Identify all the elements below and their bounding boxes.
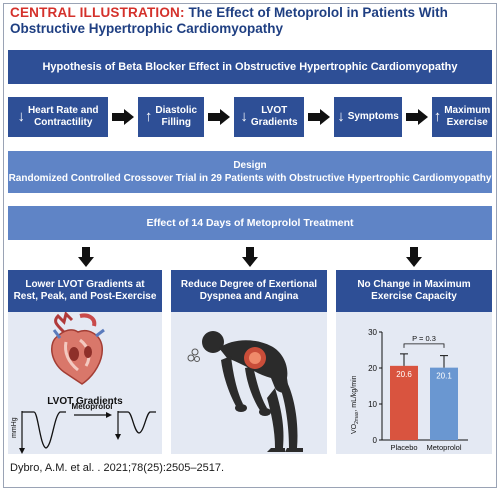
design-banner: Design Randomized Controlled Crossover T… [8,151,492,193]
hypothesis-text: Hypothesis of Beta Blocker Effect in Obs… [42,61,458,73]
down-arrow-icon [78,247,94,267]
right-arrow-icon [208,109,230,125]
design-title: Design [233,160,267,171]
panel-3-header: No Change in Maximum Exercise Capacity [336,270,492,312]
heart-icon [51,312,105,385]
y-tick-label: 10 [368,400,377,409]
error-bar [440,355,448,368]
lvot-illustration: LVOT Gradients mmHg Metoprolol [11,312,156,454]
hypothesis-flow: ↓ Heart Rate and Contractility ↑ Diastoli… [8,97,492,137]
bar-value-label: 20.1 [436,372,452,381]
bar-value-label: 20.6 [396,370,412,379]
arrowhead [106,412,112,418]
right-arrow-icon [406,109,428,125]
flow-label-5b: Exercise [446,117,488,128]
exertional-figure [187,331,303,452]
category-label: Placebo [390,443,417,452]
flow-box-heart-rate: ↓ Heart Rate and Contractility [8,97,108,137]
panel-2-title-a: Reduce Degree of Exertional [180,279,318,290]
flow-label-3b: Gradients [250,117,298,128]
flow-box-exercise: ↑ Maximum Exercise [432,97,492,137]
flow-label-1a: Heart Rate and [27,105,99,116]
down-arrow-icon: ↓ [240,108,248,125]
panel-2-header: Reduce Degree of Exertional Dyspnea and A… [171,270,327,312]
y-tick-label: 30 [368,328,377,337]
illustration-frame [3,3,497,488]
flow-label-2a: Diastolic [155,105,198,116]
down-arrow-icon [406,247,422,267]
y-axis-label-unit: , mL/kg/min [351,375,358,411]
breath-puff-icon [187,348,200,362]
pressure-waveform-before [19,411,66,454]
panel-1-header: Lower LVOT Gradients at Rest, Peak, and P… [8,270,162,312]
right-arrow-icon [112,109,134,125]
citation: Dybro, A.M. et al. . 2021;78(25):2505–25… [10,462,225,474]
flow-box-lvot: ↓ LVOT Gradients [234,97,304,137]
panel-2-title-b: Dyspnea and Angina [199,291,299,302]
design-text: Randomized Controlled Crossover Trial in… [8,173,492,184]
flow-box-diastolic: ↑ Diastolic Filling [138,97,204,137]
pressure-waveform-after [115,411,156,440]
down-arrow-icon [242,247,258,267]
flow-label-1b: Contractility [34,117,93,128]
category-label: Metoprolol [426,443,461,452]
flow-label-3a: LVOT [261,105,288,116]
y-axis-label-sub: 2max [354,411,360,424]
y-tick-label: 0 [373,436,378,445]
panel-3-title-a: No Change in Maximum [357,279,471,290]
down-arrow-icon: ↓ [337,108,345,125]
panel-exercise-capacity: No Change in Maximum Exercise Capacity VO… [336,270,492,454]
mmhg-axis-label: mmHg [11,417,18,438]
hypothesis-banner: Hypothesis of Beta Blocker Effect in Obs… [8,50,492,84]
metoprolol-arrow-label: Metoprolol [72,402,113,411]
lvot-gradients-label: LVOT Gradients [47,396,123,407]
flow-box-symptoms: ↓ Symptoms [334,97,402,137]
panel-dyspnea-angina: Reduce Degree of Exertional Dyspnea and A… [171,270,327,454]
right-arrow-icon [308,109,330,125]
effect-text: Effect of 14 Days of Metoprolol Treatmen… [146,217,354,229]
illustration-title: CENTRAL ILLUSTRATION: The Effect of Meto… [10,5,490,37]
title-line-1: The Effect of Metoprolol in Patients Wit… [184,5,448,20]
panel-1-title-b: Rest, Peak, and Post-Exercise [13,291,157,302]
down-arrow-icon: ↓ [17,108,25,125]
p-value-annotation: P = 0.3 [412,334,436,343]
y-axis-label-main: VO [351,423,358,434]
title-lead: CENTRAL ILLUSTRATION: [10,5,185,20]
panel-1-title-a: Lower LVOT Gradients at [25,279,145,290]
bar-placebo [390,365,418,440]
bars-group: 20.6 Placebo 20.1 Metoprolol [390,353,462,452]
title-line-2: Obstructive Hypertrophic Cardiomyopathy [10,21,284,36]
significance-bracket [403,343,445,348]
flow-label-2b: Filling [161,117,191,128]
effect-banner: Effect of 14 Days of Metoprolol Treatmen… [8,206,492,240]
y-axis-label: VO2max, mL/kg/min [351,375,360,434]
chest-pain-core [249,352,261,364]
bar-metoprolol [430,367,458,440]
error-bar [400,353,408,366]
y-tick-label: 20 [368,364,377,373]
panel-3-title-b: Exercise Capacity [371,291,457,302]
up-arrow-icon: ↑ [144,108,153,125]
up-arrow-icon: ↑ [433,108,442,125]
flow-label-4: Symptoms [347,111,399,122]
y-axis-ticks: 0 10 20 30 [368,328,382,445]
panel-lvot-gradients: Lower LVOT Gradients at Rest, Peak, and P… [8,270,162,454]
flow-label-5a: Maximum [444,105,491,116]
